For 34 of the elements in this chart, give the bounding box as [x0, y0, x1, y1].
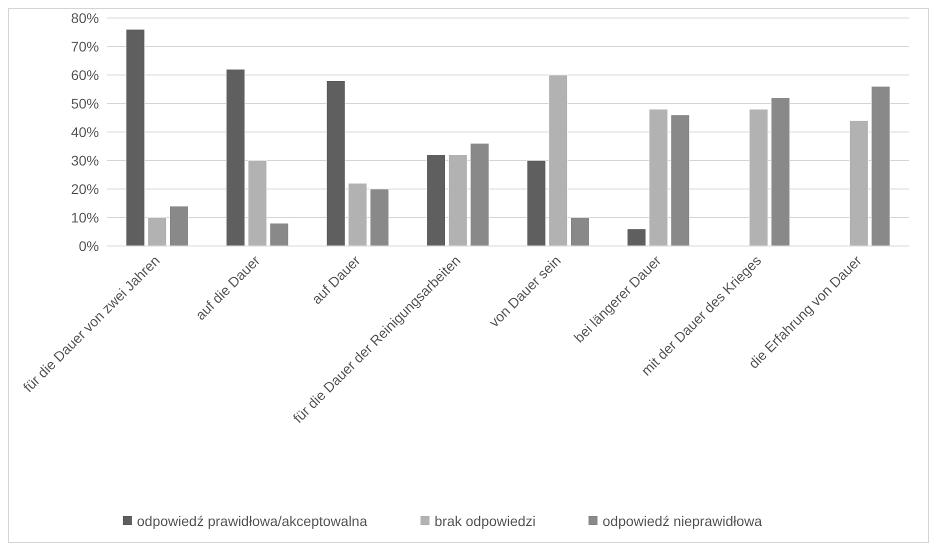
- y-tick-label: 40%: [70, 124, 99, 140]
- y-tick-label: 80%: [70, 10, 99, 26]
- bar: [570, 217, 590, 246]
- bar: [270, 222, 289, 246]
- bar: [548, 74, 568, 246]
- bar: [226, 69, 246, 246]
- legend-label: brak odpowiedzi: [434, 512, 536, 529]
- y-tick-label: 70%: [70, 38, 99, 54]
- y-tick-label: 0%: [78, 238, 99, 254]
- y-tick-label: 20%: [70, 180, 99, 197]
- y-tick-label: 30%: [70, 152, 99, 168]
- bar: [169, 206, 188, 246]
- legend-label: odpowiedź prawidłowa/akceptowalna: [136, 512, 368, 529]
- bar: [749, 108, 768, 246]
- bar: [470, 143, 490, 246]
- bar: [348, 183, 368, 246]
- bar: [448, 154, 468, 246]
- y-tick-label: 60%: [70, 66, 99, 83]
- y-tick-label: 50%: [70, 95, 99, 112]
- bar: [648, 108, 668, 246]
- bar: [871, 86, 890, 246]
- bar: [849, 120, 868, 246]
- bar: [426, 154, 446, 246]
- bar: [627, 228, 646, 246]
- bar: [770, 98, 790, 246]
- bar: [248, 160, 267, 246]
- bar: [370, 188, 389, 246]
- bar: [148, 217, 167, 246]
- bar: [526, 160, 546, 246]
- bar: [126, 29, 145, 246]
- bar: [670, 114, 690, 246]
- y-tick-label: 10%: [70, 209, 99, 226]
- bar: [326, 80, 346, 246]
- legend-label: odpowiedź nieprawidłowa: [602, 512, 762, 529]
